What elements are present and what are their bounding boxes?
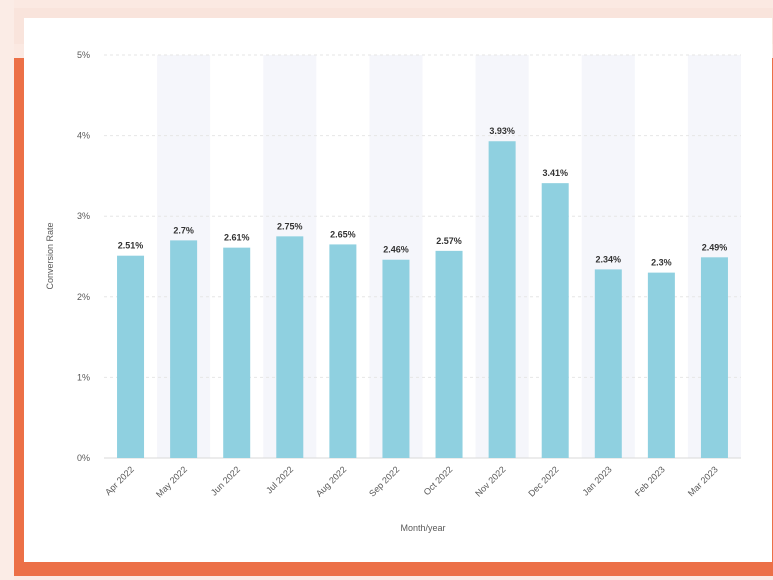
- x-tick-label: Aug 2022: [314, 464, 348, 498]
- data-label: 2.7%: [173, 225, 194, 235]
- data-label: 2.75%: [277, 221, 303, 231]
- data-labels: 2.51% 2.7% 2.61% 2.75% 2.65% 2.46% 2.57% 3.93% 3…: [118, 126, 727, 267]
- bar: [594, 269, 622, 458]
- x-tick-label: Jan 2023: [580, 464, 613, 497]
- data-label: 2.3%: [651, 258, 672, 268]
- data-label: 2.57%: [436, 236, 462, 246]
- x-tick-label: Jun 2022: [209, 464, 242, 497]
- bar: [700, 257, 728, 458]
- y-tick-label: 1%: [77, 372, 90, 382]
- y-axis-title: Conversion Rate: [45, 222, 55, 289]
- x-axis-ticks: Apr 2022 May 2022 Jun 2022 Jul 2022 Aug 2022…: [103, 464, 720, 499]
- x-tick-label: Sep 2022: [367, 464, 401, 498]
- x-tick-label: Dec 2022: [526, 464, 560, 498]
- data-label: 2.61%: [224, 233, 250, 243]
- bar: [488, 141, 516, 458]
- x-tick-label: Apr 2022: [103, 464, 136, 497]
- bar: [329, 244, 357, 458]
- data-label: 3.41%: [542, 168, 568, 178]
- x-tick-label: Mar 2023: [686, 464, 720, 498]
- x-axis-title: Month/year: [400, 523, 445, 533]
- gridlines: [104, 54, 741, 459]
- y-tick-label: 5%: [77, 50, 90, 60]
- bar: [170, 240, 198, 458]
- data-label: 2.51%: [118, 241, 144, 251]
- y-axis-ticks: 0% 1% 2% 3% 4% 5%: [77, 50, 90, 463]
- data-label: 3.93%: [489, 126, 515, 136]
- bar: [382, 259, 410, 458]
- x-tick-label: Oct 2022: [422, 464, 455, 497]
- x-tick-label: Jul 2022: [264, 464, 295, 495]
- bar: [276, 236, 304, 458]
- data-label: 2.46%: [383, 245, 409, 255]
- bars: [117, 141, 728, 459]
- y-tick-label: 3%: [77, 211, 90, 221]
- x-tick-label: Feb 2023: [633, 464, 667, 498]
- bar: [647, 272, 675, 458]
- bar: [435, 250, 463, 458]
- y-tick-label: 0%: [77, 453, 90, 463]
- y-tick-label: 2%: [77, 292, 90, 302]
- x-tick-label: May 2022: [154, 464, 189, 499]
- bar: [117, 255, 145, 458]
- bar: [541, 183, 569, 459]
- data-label: 2.65%: [330, 229, 356, 239]
- frame-left-edge: [0, 0, 14, 580]
- x-tick-label: Nov 2022: [473, 464, 507, 498]
- data-label: 2.49%: [702, 242, 728, 252]
- y-tick-label: 4%: [77, 131, 90, 141]
- data-label: 2.34%: [596, 254, 622, 264]
- bar: [223, 247, 251, 458]
